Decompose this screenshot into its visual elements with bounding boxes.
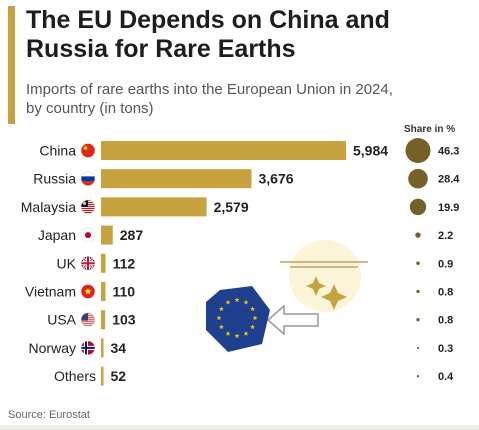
- category-label: Others: [54, 368, 96, 384]
- value-label: 103: [112, 312, 136, 328]
- eu-star: [218, 324, 224, 330]
- sparkle-icon: [306, 276, 326, 296]
- eu-star: [250, 306, 256, 312]
- bar-row: Norway 34 0.3: [29, 338, 453, 358]
- category-label: Norway: [29, 340, 76, 356]
- share-dot: [416, 289, 420, 294]
- bar-row: Others 52 0.4: [54, 366, 454, 386]
- share-column-header: Share in %: [404, 124, 456, 135]
- eu-star: [243, 299, 249, 305]
- value-label: 34: [111, 340, 127, 356]
- eu-star: [218, 306, 224, 312]
- source-note: Source: Eurostat: [8, 409, 90, 421]
- value-label: 110: [113, 284, 136, 300]
- eu-star: [225, 330, 231, 336]
- eu-star: [234, 297, 240, 303]
- share-dot: [409, 198, 427, 216]
- eu-star: [252, 315, 258, 321]
- value-label: 3,676: [259, 171, 294, 187]
- share-label: 0.9: [438, 258, 453, 270]
- flag-ring: [80, 171, 96, 186]
- eu-star: [216, 315, 222, 321]
- flag-ring: [80, 199, 96, 215]
- share-dot: [405, 138, 431, 163]
- flag-ring: [80, 312, 96, 328]
- share-label: 0.8: [438, 315, 453, 327]
- arrow-icon: [266, 304, 319, 336]
- share-dot: [408, 168, 428, 189]
- category-label: UK: [57, 255, 77, 271]
- eu-star: [234, 333, 240, 339]
- malaysia-flag-icon: [81, 199, 95, 213]
- bar-row: China 5,984 46.3: [39, 138, 459, 163]
- share-label: 19.9: [438, 202, 459, 214]
- category-label: Vietnam: [25, 284, 76, 300]
- value-label: 2,579: [214, 199, 249, 215]
- bar-row: Malaysia 2,579 19.9: [21, 197, 459, 217]
- chart-subtitle: Imports of rare earths into the European…: [26, 81, 393, 117]
- vietnam-flag-icon: [81, 284, 95, 299]
- share-label: 28.4: [438, 174, 460, 186]
- share-label: 0.8: [438, 287, 453, 299]
- bar: [101, 366, 104, 386]
- bar-row: Japan 287 2.2: [38, 225, 453, 245]
- usa-flag-icon: [81, 312, 95, 327]
- bar-row: USA 103 0.8: [47, 310, 453, 330]
- sparkle-badge: [289, 240, 361, 312]
- japan-flag-icon: [81, 228, 95, 243]
- category-label: China: [39, 143, 76, 159]
- share-dot: [416, 346, 420, 349]
- flag-ring: [80, 227, 96, 243]
- share-dot: [416, 261, 420, 266]
- category-label: Malaysia: [21, 199, 76, 215]
- eu-stars: [216, 297, 258, 339]
- accent-bar: [8, 6, 15, 124]
- share-dot: [416, 318, 420, 322]
- eu-star: [250, 324, 256, 330]
- bar-row: UK 112 0.9: [57, 253, 453, 273]
- flag-ring: [80, 284, 96, 299]
- norway-flag-icon: [81, 340, 95, 355]
- bottom-rule: [0, 425, 479, 430]
- share-label: 46.3: [438, 146, 459, 158]
- category-label: USA: [47, 312, 76, 328]
- sparkle-icon: [321, 284, 347, 310]
- bar: [101, 141, 346, 160]
- bar: [101, 310, 106, 330]
- flag-ring: [80, 255, 96, 271]
- bar: [101, 282, 106, 301]
- category-label: Japan: [38, 227, 76, 243]
- eu-star: [243, 330, 249, 336]
- bar: [101, 169, 252, 189]
- bar: [101, 225, 113, 245]
- value-label: 5,984: [353, 143, 388, 159]
- bar-row: Russia 3,676 28.4: [33, 168, 460, 189]
- chart-title: The EU Depends on China and Russia for R…: [26, 6, 390, 63]
- russia-flag-icon: [81, 171, 95, 186]
- eu-star: [225, 299, 231, 305]
- flag-ring: [80, 143, 96, 158]
- bar-row: Vietnam 110 0.8: [25, 282, 453, 301]
- share-label: 0.3: [438, 343, 453, 355]
- uk-flag-icon: [81, 256, 95, 271]
- china-flag-icon: [81, 143, 95, 158]
- bar: [101, 253, 106, 273]
- value-label: 52: [111, 368, 127, 384]
- decoration: [206, 240, 368, 352]
- eu-flag-icon: [206, 286, 270, 352]
- value-label: 112: [113, 255, 136, 271]
- bar: [101, 338, 104, 358]
- category-label: Russia: [33, 171, 76, 187]
- flag-ring: [80, 340, 96, 356]
- share-label: 2.2: [438, 230, 453, 242]
- bar: [101, 197, 207, 217]
- share-dot: [416, 374, 420, 378]
- share-label: 0.4: [438, 371, 454, 383]
- share-dot: [415, 232, 421, 238]
- value-label: 287: [120, 227, 144, 243]
